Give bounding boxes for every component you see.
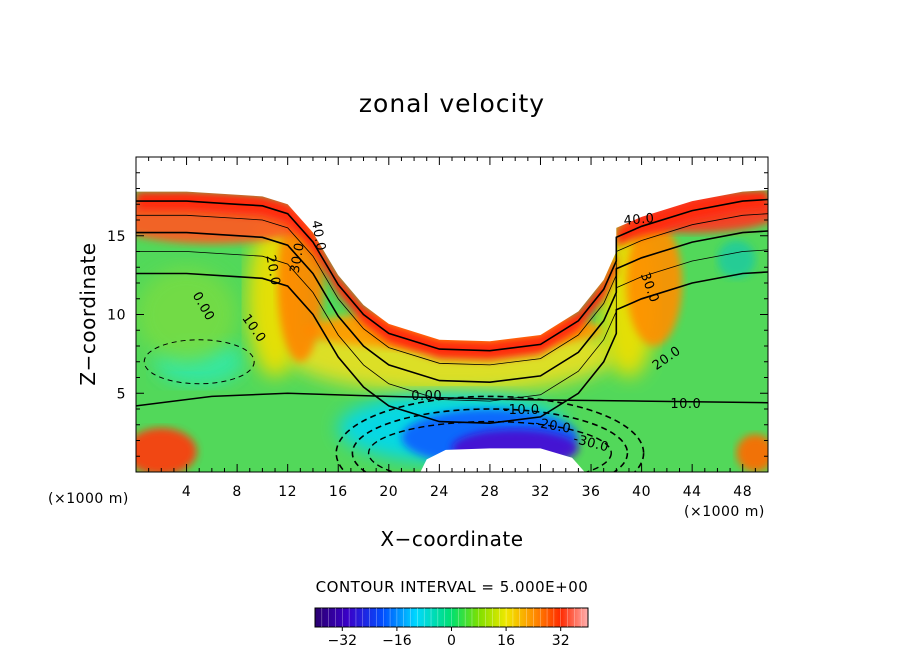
colorbar-tick-label: −16 bbox=[382, 633, 412, 649]
contour-label: -10.0 bbox=[503, 403, 539, 418]
contour-line bbox=[136, 198, 768, 352]
contour-line-zero bbox=[136, 392, 768, 407]
x-tick-label: 16 bbox=[329, 484, 348, 500]
terrain-mask-top bbox=[136, 157, 768, 342]
contour-interval-text: CONTOUR INTERVAL = 5.000E+00 bbox=[316, 578, 589, 596]
field-blob bbox=[626, 220, 683, 346]
colorbar-stripes bbox=[321, 608, 582, 627]
x-tick-label: 8 bbox=[232, 484, 241, 500]
colorbar-tick-label: 32 bbox=[552, 633, 570, 649]
contour-label: 0.00 bbox=[411, 389, 442, 404]
contour-line bbox=[136, 213, 768, 366]
x-tick-label: 44 bbox=[683, 484, 702, 500]
velocity-field bbox=[136, 157, 768, 472]
x-unit-left: (×1000 m) bbox=[48, 491, 129, 507]
contour-line-negative bbox=[367, 420, 612, 472]
contour-label: 10.0 bbox=[670, 397, 701, 412]
x-tick-label: 4 bbox=[182, 484, 191, 500]
y-tick-label: 15 bbox=[107, 229, 126, 245]
y-axis-label: Z−coordinate bbox=[76, 242, 100, 385]
contour-label: 30.0 bbox=[288, 241, 308, 274]
colorbar-ticks: −32 −16 0 16 32 bbox=[328, 627, 570, 649]
contour-lines bbox=[136, 198, 768, 472]
contour-line-negative bbox=[335, 395, 645, 472]
x-tick-label: 32 bbox=[531, 484, 550, 500]
upper-jet-band bbox=[136, 190, 768, 361]
contour-line-negative bbox=[351, 408, 629, 472]
y-tick-label: 10 bbox=[107, 308, 126, 324]
contour-line-negative bbox=[143, 339, 255, 385]
field-blob bbox=[736, 434, 768, 472]
terrain-mask-bottom bbox=[420, 448, 585, 472]
contour-label: 40.0 bbox=[623, 211, 655, 229]
contour-label: 40.0 bbox=[308, 219, 328, 252]
x-tick-label: 36 bbox=[582, 484, 601, 500]
contour-line bbox=[136, 249, 768, 402]
colorbar-tick-label: 0 bbox=[447, 633, 456, 649]
x-tick-label: 28 bbox=[481, 484, 500, 500]
field-blob bbox=[136, 427, 197, 472]
x-tick-label: 20 bbox=[379, 484, 398, 500]
x-unit-right: (×1000 m) bbox=[684, 504, 765, 520]
colorbar-tick-label: −32 bbox=[328, 633, 358, 649]
x-axis-ticks: 4 8 12 16 20 24 28 32 36 40 44 48 bbox=[148, 157, 756, 500]
x-tick-label: 24 bbox=[430, 484, 449, 500]
x-axis-label: X−coordinate bbox=[380, 527, 523, 551]
y-axis-ticks: 5 10 15 bbox=[107, 172, 768, 457]
x-tick-label: 12 bbox=[278, 484, 297, 500]
contour-label: 20.0 bbox=[262, 254, 282, 287]
contour-label: -20.0 bbox=[534, 416, 572, 437]
colorbar-tick-label: 16 bbox=[497, 633, 515, 649]
field-blob bbox=[717, 240, 756, 279]
x-tick-label: 48 bbox=[733, 484, 752, 500]
field-blob bbox=[136, 267, 238, 362]
chart-title: zonal velocity bbox=[359, 89, 545, 118]
contour-line bbox=[136, 230, 768, 384]
contour-line bbox=[136, 271, 768, 425]
x-tick-label: 40 bbox=[632, 484, 651, 500]
y-tick-label: 5 bbox=[117, 386, 126, 402]
